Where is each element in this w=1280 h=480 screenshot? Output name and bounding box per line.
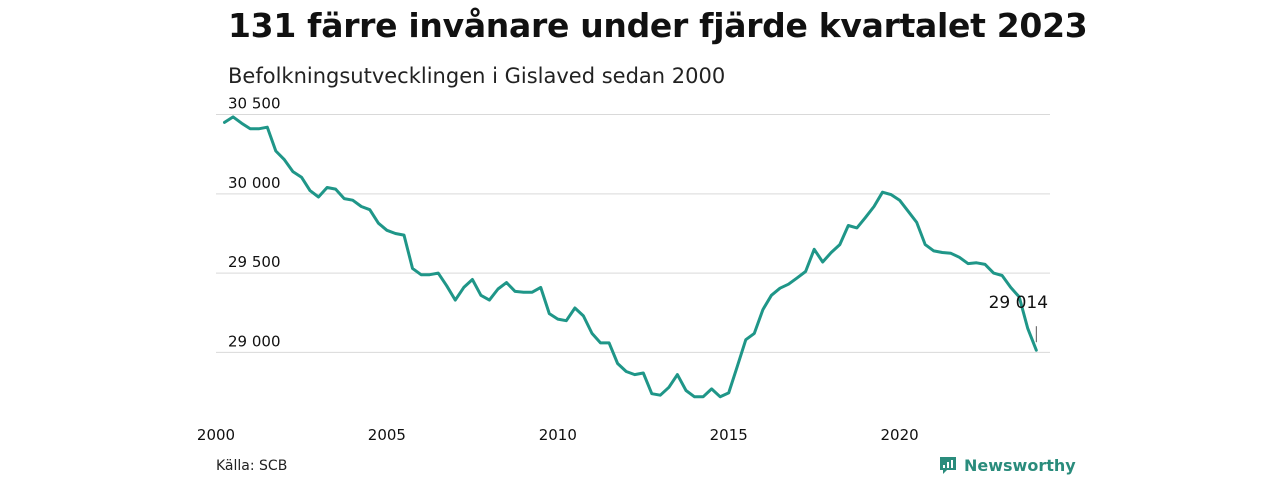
chart-title: 131 färre invånare under fjärde kvartale… <box>228 6 1088 45</box>
x-tick-label: 2015 <box>710 426 748 444</box>
y-tick-label: 30 000 <box>228 174 281 192</box>
newsworthy-logo-icon <box>940 457 956 474</box>
x-tick-label: 2005 <box>368 426 406 444</box>
x-axis-ticks: 2000 2005 2010 2015 2020 <box>197 426 919 444</box>
y-tick-label: 30 500 <box>228 95 281 113</box>
chart-subtitle: Befolkningsutvecklingen i Gislaved sedan… <box>228 64 726 88</box>
gridlines <box>216 114 1050 353</box>
x-tick-label: 2010 <box>539 426 577 444</box>
end-value-label: 29 014 <box>989 293 1048 313</box>
y-tick-label: 29 500 <box>228 253 281 271</box>
y-axis-ticks: 29 000 29 500 30 000 30 500 <box>228 95 281 351</box>
brand-name: Newsworthy <box>964 455 1076 475</box>
brand-logo[interactable]: Newsworthy <box>938 455 1076 475</box>
x-tick-label: 2020 <box>881 426 919 444</box>
x-tick-label: 2000 <box>197 426 235 444</box>
source-note: Källa: SCB <box>216 458 288 474</box>
y-tick-label: 29 000 <box>228 332 281 350</box>
population-line <box>223 115 1038 399</box>
